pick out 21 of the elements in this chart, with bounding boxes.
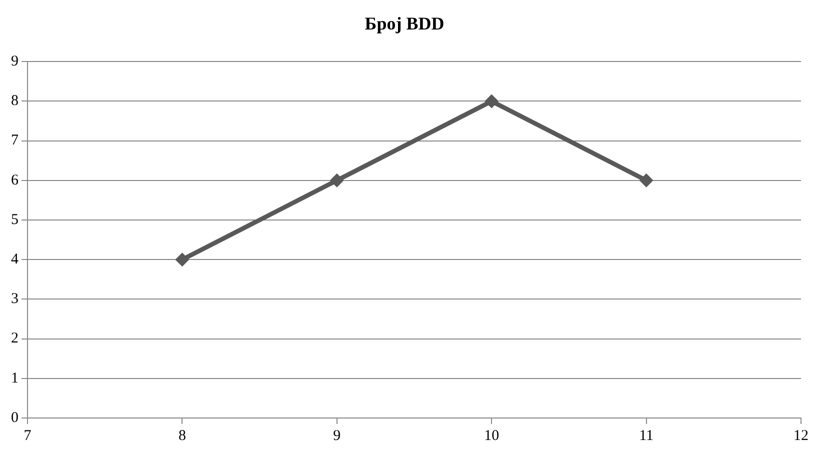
y-tick-label: 6 — [11, 172, 19, 188]
y-tick-label: 5 — [11, 212, 18, 228]
point — [175, 252, 190, 267]
y-tick-label: 1 — [11, 370, 18, 386]
x-tick-label: 9 — [333, 428, 341, 444]
x-tick-label: 8 — [178, 428, 186, 444]
y-tick-label: 8 — [11, 93, 18, 110]
x-tick-label: 7 — [24, 428, 32, 444]
x-tick-label: 11 — [639, 428, 654, 444]
point — [484, 94, 499, 108]
y-tick-label: 3 — [11, 291, 18, 308]
y-tick-label: 2 — [11, 330, 18, 347]
y-tick-label: 4 — [11, 252, 19, 268]
x-tick-label: 10 — [484, 428, 500, 444]
y-tick-label: 0 — [11, 410, 18, 426]
y-tick-label: 9 — [11, 54, 18, 70]
x-tick-label: 12 — [794, 428, 808, 444]
point — [330, 173, 344, 188]
point — [639, 173, 654, 188]
y-tick-label: 7 — [11, 132, 19, 149]
chart-title: Број BDD — [364, 13, 444, 34]
